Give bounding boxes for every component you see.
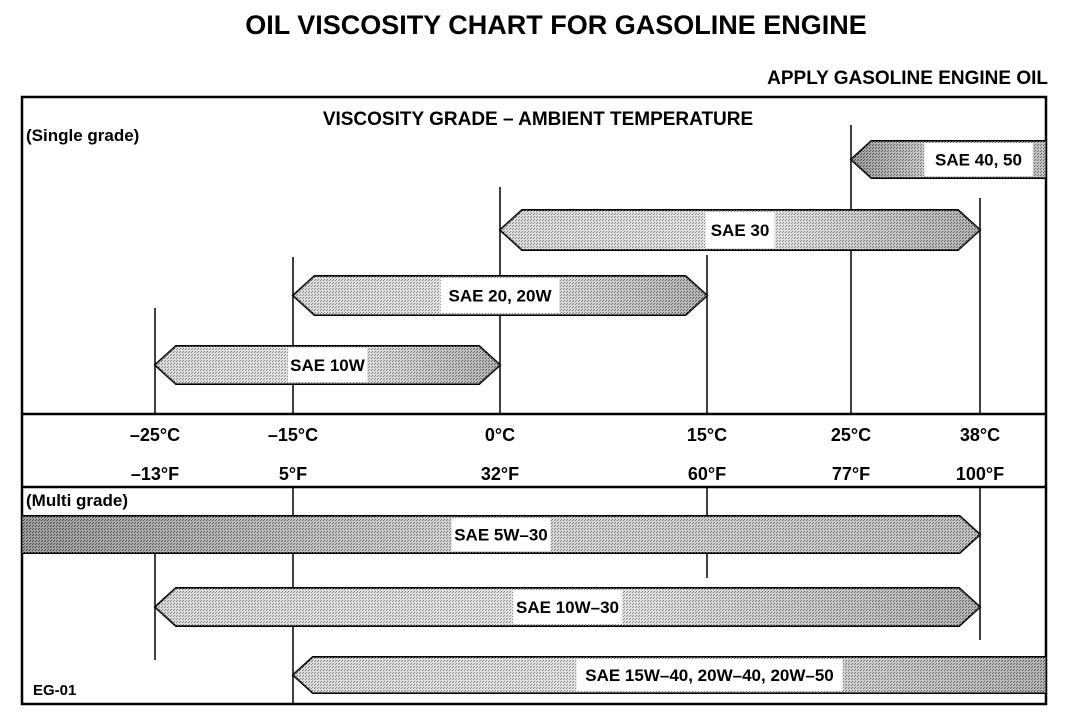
range-bar: SAE 40, 50 — [849, 140, 1047, 179]
range-bar-label-bg — [451, 518, 551, 551]
range-bar-label-bg — [576, 659, 843, 691]
range-bar: SAE 20, 20W — [291, 275, 709, 316]
chart-frame — [20, 95, 1048, 706]
range-bar: SAE 15W–40, 20W–40, 20W–50 — [291, 656, 1047, 694]
range-bar-label: SAE 40, 50 — [935, 151, 1022, 170]
range-bar-label-bg — [924, 143, 1033, 176]
range-bar-label-bg — [705, 212, 775, 248]
range-bar: SAE 10W–30 — [153, 587, 982, 627]
range-bar-label: SAE 5W–30 — [454, 526, 548, 545]
multi-grade-label: (Multi grade) — [26, 491, 128, 510]
range-bar-label: SAE 20, 20W — [449, 287, 553, 306]
tick-label-celsius: –25°C — [130, 425, 180, 445]
tick-label-celsius: 25°C — [831, 425, 871, 445]
tick-label-celsius: 38°C — [960, 425, 1000, 445]
range-bar-label: SAE 15W–40, 20W–40, 20W–50 — [585, 666, 834, 685]
range-bar-label: SAE 10W — [290, 356, 366, 375]
single-grade-label: (Single grade) — [26, 126, 139, 145]
range-bar-label-bg — [440, 278, 560, 313]
tick-label-celsius: 0°C — [485, 425, 515, 445]
range-bar-label-bg — [513, 590, 622, 624]
tick-label-fahrenheit: 32°F — [481, 464, 519, 484]
chart-subtitle: APPLY GASOLINE ENGINE OIL — [767, 68, 1048, 89]
chart-code: EG-01 — [33, 682, 76, 699]
range-bar: SAE 30 — [498, 209, 982, 251]
tick-label-fahrenheit: 5°F — [279, 464, 307, 484]
tick-label-celsius: –15°C — [268, 425, 318, 445]
chart-header: VISCOSITY GRADE – AMBIENT TEMPERATURE — [323, 109, 753, 130]
chart-title: OIL VISCOSITY CHART FOR GASOLINE ENGINE — [245, 10, 867, 40]
range-bar-label-bg — [287, 348, 368, 382]
tick-label-fahrenheit: 77°F — [832, 464, 870, 484]
tick-label-fahrenheit: 100°F — [956, 464, 1004, 484]
tick-label-celsius: 15°C — [687, 425, 727, 445]
range-bar-label: SAE 30 — [711, 221, 770, 240]
tick-label-fahrenheit: 60°F — [688, 464, 726, 484]
range-bar: SAE 10W — [153, 345, 502, 385]
range-bar-label: SAE 10W–30 — [516, 598, 619, 617]
range-bar: SAE 5W–30 — [21, 515, 982, 554]
tick-label-fahrenheit: –13°F — [131, 464, 179, 484]
